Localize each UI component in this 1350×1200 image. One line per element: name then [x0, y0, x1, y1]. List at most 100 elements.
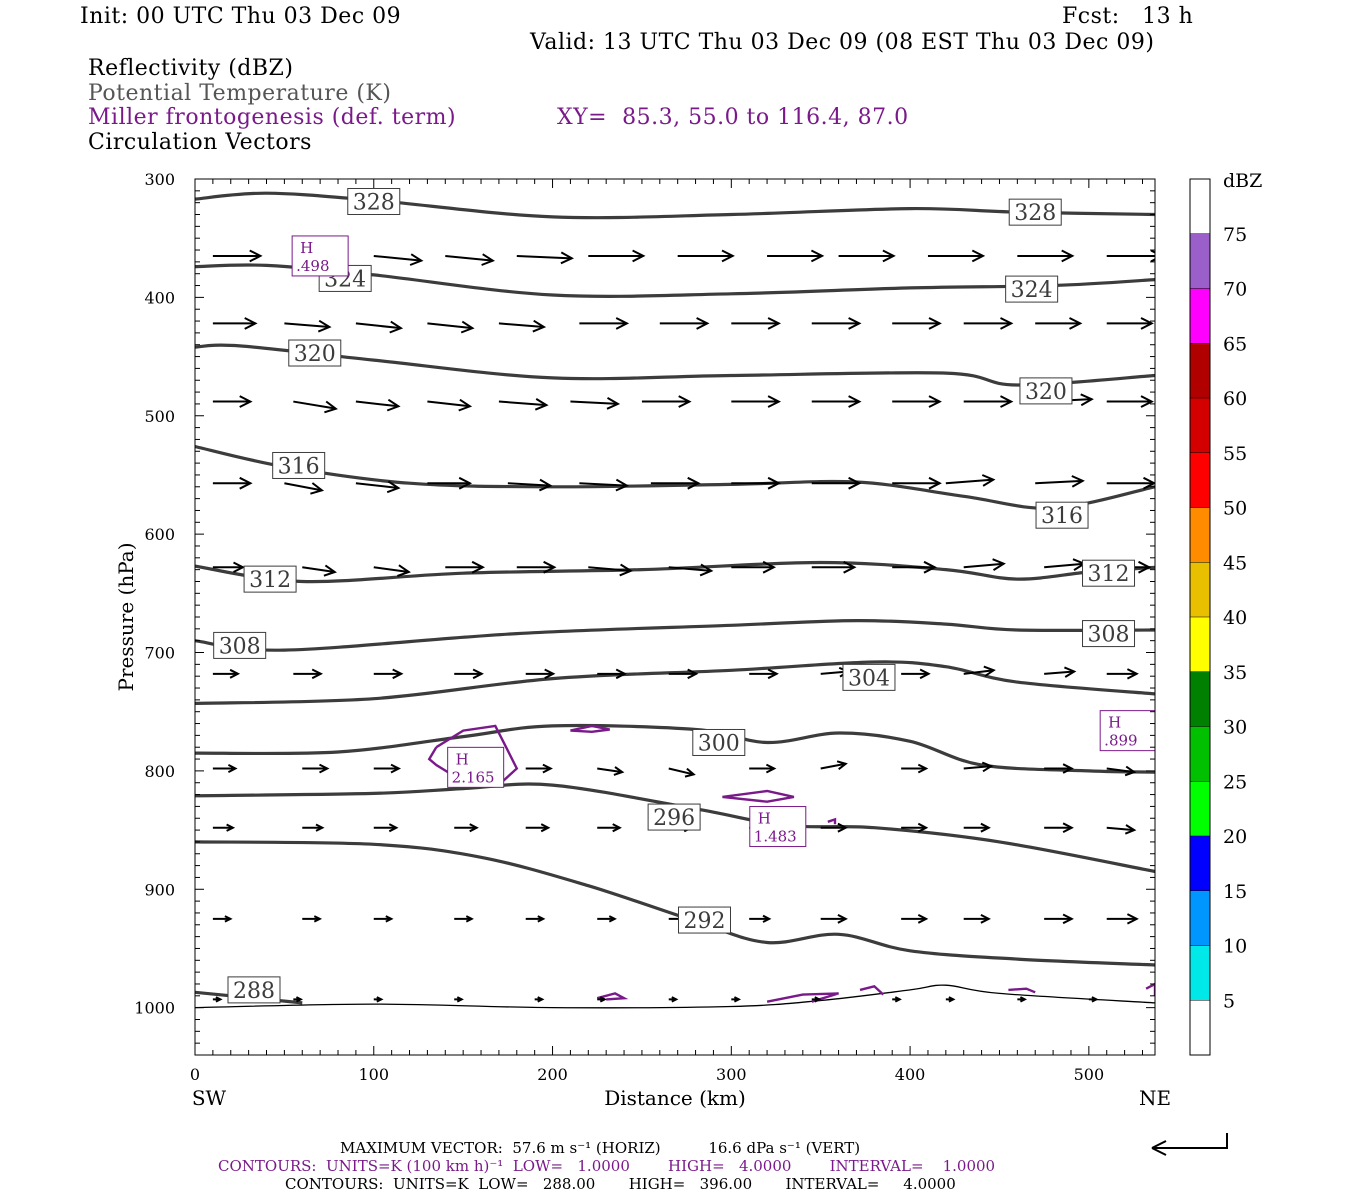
x-tick-label: 0 — [190, 1065, 200, 1084]
circulation-vector — [427, 320, 475, 334]
circulation-vector — [212, 915, 233, 923]
circulation-vector — [811, 317, 862, 330]
colorbar-label: 45 — [1223, 552, 1247, 574]
circulation-vector — [650, 476, 701, 490]
theta-label: 304 — [842, 663, 896, 691]
theta-label: 296 — [647, 803, 701, 831]
circulation-vector — [1106, 824, 1137, 835]
colorbar-segment — [1190, 288, 1210, 344]
svg-text:2.165: 2.165 — [452, 768, 495, 786]
colorbar-label: 75 — [1223, 224, 1247, 246]
frontogenesis-contour — [827, 817, 837, 825]
y-tick-label: 1000 — [134, 999, 175, 1018]
theta-contour-292 — [195, 840, 1155, 967]
circulation-vector — [579, 478, 630, 492]
theta-label: 328 — [347, 187, 401, 215]
circulation-vector — [963, 558, 1006, 571]
colorbar-segment — [1190, 562, 1210, 617]
circulation-vector — [597, 996, 607, 1003]
frontogenesis-contour — [722, 789, 795, 803]
valid-time: Valid: 13 UTC Thu 03 Dec 09 (08 EST Thu … — [530, 30, 1155, 55]
circulation-vector — [668, 668, 699, 680]
svg-text:312: 312 — [249, 568, 291, 593]
circulation-vector — [373, 996, 384, 1003]
circulation-vector — [355, 398, 401, 412]
theta-contour-note: CONTOURS: UNITS=K LOW= 288.00 HIGH= 396.… — [285, 1175, 956, 1193]
circulation-vector — [516, 251, 575, 265]
circulation-vector — [838, 249, 896, 263]
svg-text:300: 300 — [698, 731, 740, 756]
svg-text:H: H — [300, 239, 313, 257]
theta-label: 312 — [1082, 559, 1136, 587]
circulation-vector — [212, 317, 258, 330]
svg-text:H: H — [456, 750, 469, 768]
svg-text:H: H — [758, 810, 771, 828]
colorbar-label: 20 — [1223, 826, 1247, 848]
circulation-vector — [212, 764, 238, 773]
max-vector-note: MAXIMUM VECTOR: 57.6 m s⁻¹ (HORIZ) 16.6 … — [340, 1139, 861, 1157]
circulation-vector — [445, 253, 495, 266]
circulation-vector — [212, 668, 241, 679]
svg-text:312: 312 — [1088, 562, 1130, 587]
colorbar-segment — [1190, 233, 1210, 289]
y-tick-label: 500 — [144, 407, 175, 426]
theta-label: 308 — [1082, 620, 1136, 648]
colorbar-segment — [1190, 781, 1210, 836]
theta-label: 324 — [1005, 275, 1059, 303]
circulation-vector — [373, 915, 394, 923]
frontogenesis-contour — [766, 992, 839, 1003]
colorbar-segment — [1190, 945, 1210, 1001]
circulation-vector — [427, 398, 473, 412]
sw-endpoint-label: SW — [192, 1086, 227, 1110]
circulation-vector — [525, 763, 553, 774]
circulation-vector — [588, 563, 633, 577]
circulation-vector — [302, 763, 330, 774]
circulation-vector — [901, 763, 929, 774]
colorbar-label: 15 — [1223, 881, 1247, 903]
circulation-vectors — [212, 249, 1155, 1003]
circulation-vector — [284, 482, 325, 495]
circulation-vector — [355, 480, 401, 494]
circulation-vector — [373, 253, 424, 266]
circulation-vector — [945, 474, 996, 487]
svg-text:328: 328 — [1014, 201, 1056, 226]
circulation-vector — [212, 823, 236, 832]
y-axis-title: Pressure (hPa) — [114, 543, 138, 692]
theta-label: 328 — [1008, 198, 1062, 226]
frontogenesis-contour — [1008, 987, 1036, 994]
circulation-vector — [963, 914, 991, 924]
svg-text:308: 308 — [219, 634, 261, 659]
circulation-vector — [767, 249, 825, 263]
circulation-vector — [498, 398, 549, 411]
theta-contour-328 — [195, 191, 1155, 220]
circulation-vector — [1106, 668, 1139, 680]
x-tick-label: 100 — [358, 1065, 389, 1084]
circulation-vector — [1017, 249, 1075, 263]
circulation-vector — [1106, 765, 1137, 777]
circulation-vector — [293, 996, 303, 1003]
circulation-vector — [516, 560, 557, 574]
circulation-vector — [597, 668, 627, 680]
svg-text:320: 320 — [1025, 380, 1067, 405]
circulation-vector — [963, 317, 1014, 330]
colorbar-label: 65 — [1223, 333, 1247, 355]
theta-label: 300 — [692, 728, 746, 756]
circulation-vector — [597, 766, 625, 776]
svg-text:316: 316 — [278, 454, 320, 479]
circulation-vector — [668, 767, 696, 778]
circulation-vector — [373, 763, 402, 774]
circulation-vector — [212, 249, 263, 263]
circulation-vector — [1044, 913, 1074, 925]
circulation-vector — [677, 249, 735, 263]
circulation-vector — [901, 914, 929, 924]
svg-text:316: 316 — [1041, 504, 1083, 529]
circulation-vector — [963, 665, 996, 677]
circulation-vector — [749, 914, 772, 923]
circulation-vector — [454, 668, 484, 680]
ground-surface-line — [195, 984, 1155, 1009]
theta-contour-300 — [195, 723, 1155, 774]
circulation-vector — [445, 560, 486, 574]
theta-contour-316 — [195, 444, 1155, 510]
circulation-vector — [668, 996, 679, 1003]
